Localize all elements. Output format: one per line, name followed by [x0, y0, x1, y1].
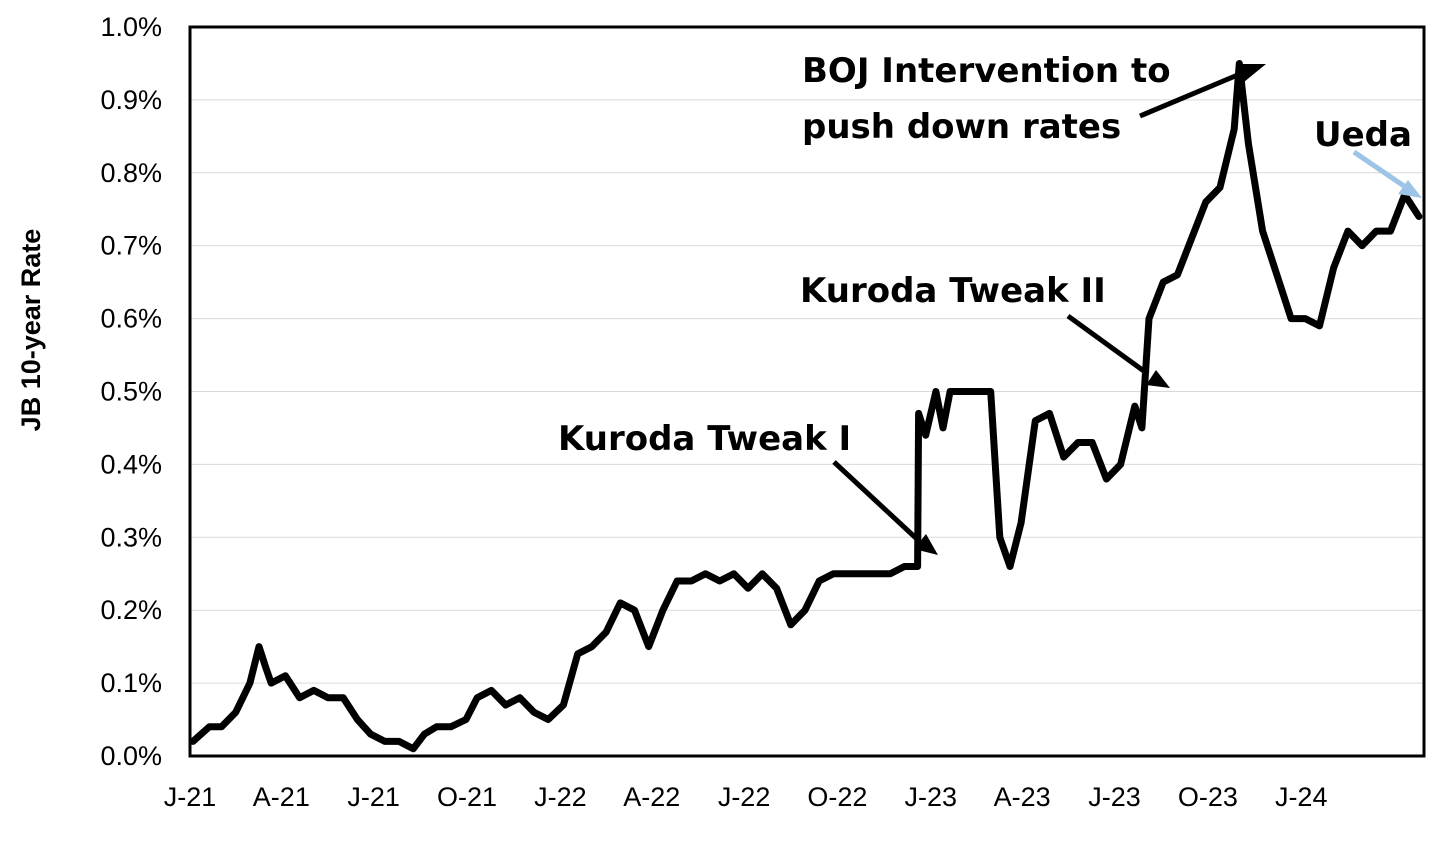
y-tick-label: 0.2% — [100, 595, 162, 625]
annotation-kuroda-tweak-1-text: Kuroda Tweak I — [558, 419, 851, 459]
annotation-ueda-arrowhead — [1398, 180, 1422, 198]
y-tick-label: 0.8% — [100, 158, 162, 188]
annotation-ueda-text: Ueda — [1314, 115, 1412, 155]
x-tick-label: O-21 — [437, 782, 497, 812]
annotation-boj-intervention-arrowhead — [1236, 64, 1266, 82]
y-tick-labels: 0.0% 0.1% 0.2% 0.3% 0.4% 0.5% 0.6% 0.7% 0.8% 0.9%… — [100, 12, 162, 771]
x-tick-label: O-23 — [1178, 782, 1238, 812]
x-tick-label: O-22 — [807, 782, 867, 812]
annotation-kuroda-tweak-2-text: Kuroda Tweak II — [800, 271, 1106, 311]
y-tick-label: 0.1% — [100, 668, 162, 698]
x-tick-labels: J-21 A-21 J-21 O-21 J-22 A-22 J-22 O-22 J-23 A-23… — [164, 782, 1328, 812]
x-tick-label: A-23 — [994, 782, 1051, 812]
y-tick-label: 0.3% — [100, 522, 162, 552]
annotation-boj-intervention-line1: BOJ Intervention to — [802, 51, 1171, 91]
x-tick-label: A-21 — [253, 782, 310, 812]
annotation-kuroda-tweak-2: Kuroda Tweak II — [800, 271, 1170, 388]
y-tick-label: 0.9% — [100, 85, 162, 115]
annotation-kuroda-tweak-2-arrowhead — [1146, 370, 1170, 388]
annotation-ueda-arrow — [1352, 149, 1406, 189]
annotation-kuroda-tweak-2-arrow — [1066, 313, 1150, 377]
y-tick-label: 0.7% — [100, 231, 162, 261]
annotation-boj-intervention-line2: push down rates — [802, 107, 1121, 147]
series-line-jgb-10y — [189, 60, 1423, 753]
y-axis-label: JB 10-year Rate — [16, 229, 46, 432]
y-tick-label: 0.0% — [100, 741, 162, 771]
plot-frame — [188, 25, 1426, 758]
x-tick-label: J-24 — [1275, 782, 1328, 812]
annotation-boj-intervention: BOJ Intervention to push down rates — [802, 51, 1266, 147]
annotation-kuroda-tweak-1-arrow — [832, 460, 920, 542]
annotation-ueda: Ueda — [1314, 115, 1422, 198]
annotation-kuroda-tweak-1: Kuroda Tweak I — [558, 419, 938, 555]
y-tick-label: 0.4% — [100, 449, 162, 479]
x-tick-label: J-23 — [1088, 782, 1141, 812]
y-tick-label: 1.0% — [100, 12, 162, 42]
x-tick-label: A-22 — [623, 782, 680, 812]
y-tick-label: 0.5% — [100, 377, 162, 407]
x-tick-label: J-21 — [347, 782, 400, 812]
x-tick-label: J-22 — [534, 782, 587, 812]
y-tick-label: 0.6% — [100, 304, 162, 334]
x-tick-label: J-22 — [718, 782, 771, 812]
x-tick-label: J-23 — [905, 782, 958, 812]
annotation-kuroda-tweak-1-arrowhead — [914, 534, 938, 555]
x-tick-label: J-21 — [164, 782, 217, 812]
annotation-boj-intervention-arrow — [1139, 71, 1241, 119]
